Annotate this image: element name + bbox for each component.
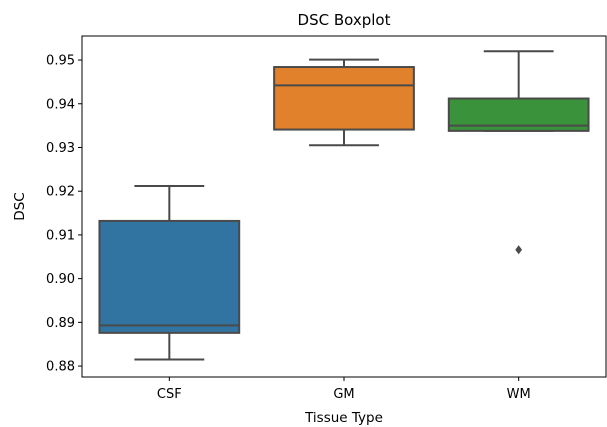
outlier-point [515, 245, 523, 255]
y-tick-label: 0.90 [46, 272, 75, 287]
y-tick-label: 0.92 [46, 185, 75, 200]
y-tick-label: 0.94 [46, 97, 75, 112]
box-iqr [98, 219, 241, 334]
y-axis: 0.88 0.89 0.90 0.91 0.92 0.93 0.94 0.95 [46, 54, 82, 375]
y-tick-label: 0.95 [46, 54, 75, 69]
chart-title: DSC Boxplot [298, 11, 391, 29]
box-iqr [273, 66, 415, 131]
plot-content [98, 50, 590, 361]
box-group-wm [447, 50, 590, 255]
box-group-gm [273, 58, 415, 147]
y-axis-title: DSC [12, 192, 28, 220]
x-tick-label: CSF [157, 387, 182, 402]
x-axis-title: Tissue Type [304, 410, 383, 426]
x-tick-label: WM [507, 387, 531, 402]
y-tick-label: 0.91 [46, 228, 75, 243]
y-tick-label: 0.88 [46, 360, 75, 375]
y-tick-label: 0.93 [46, 141, 75, 156]
box-group-csf [98, 184, 241, 361]
x-axis: CSF GM WM [157, 377, 531, 402]
y-tick-label: 0.89 [46, 316, 75, 331]
x-tick-label: GM [333, 387, 354, 402]
